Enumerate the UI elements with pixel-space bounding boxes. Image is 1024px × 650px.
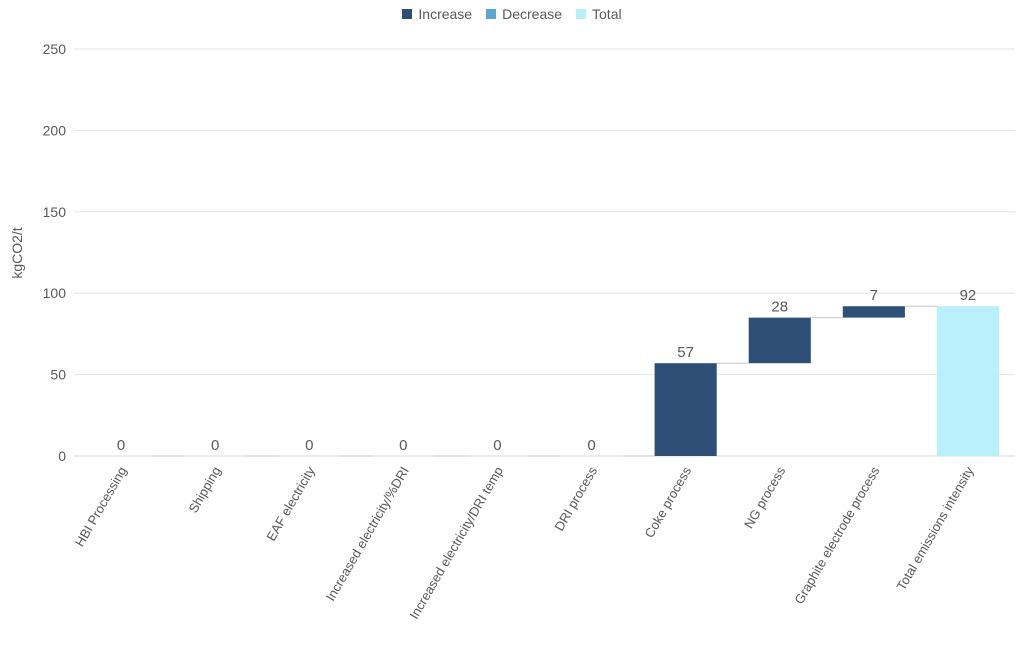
legend-label-increase: Increase [418,6,473,22]
y-tick-label: 150 [43,204,67,220]
x-tick-label: HBI Processing [72,464,130,549]
y-axis-label: kgCO2/t [9,227,25,278]
data-label: 0 [399,437,407,454]
data-label: 92 [960,287,977,304]
y-tick-label: 0 [58,448,66,464]
chart-legend: Increase Decrease Total [0,6,1024,22]
legend-item-total[interactable]: Total [576,6,622,22]
data-label: 0 [305,437,313,454]
x-tick-label: EAF electricity [263,464,318,544]
connector-lines [152,305,937,457]
x-tick-label: Increased electricity/DRI temp [406,464,506,622]
data-label: 0 [211,437,219,454]
data-label: 28 [771,299,788,316]
y-tick-label: 250 [43,41,67,57]
x-tick-label: Total emissions intensity [893,464,976,593]
legend-swatch-increase [402,9,413,19]
data-labels: 0 0 0 0 0 0 57 28 7 92 [117,287,976,454]
bar-increase[interactable] [654,363,717,456]
x-tick-label: NG process [741,464,789,531]
bar-total[interactable] [936,306,1000,456]
data-label: 7 [870,287,878,304]
y-tick-label: 200 [43,122,67,138]
legend-item-decrease[interactable]: Decrease [486,6,562,22]
bar-increase[interactable] [748,317,811,364]
x-tick-label: Increased electricity/%DRI [323,464,412,604]
y-tick-label: 100 [43,285,67,301]
data-label: 0 [587,437,595,454]
x-tick-label: Coke process [642,464,695,541]
data-label: 0 [493,437,501,454]
y-axis-ticks: 0 50 100 150 200 250 [43,41,67,464]
legend-swatch-total [576,9,587,19]
x-tick-label: DRI process [551,464,600,534]
legend-swatch-decrease [486,9,497,19]
x-tick-label: Shipping [185,464,223,515]
data-label: 57 [677,344,694,361]
bars [654,306,1000,456]
legend-label-decrease: Decrease [502,6,563,22]
data-label: 0 [117,437,125,454]
x-axis-ticks: HBI Processing Shipping EAF electricity Inc… [72,464,977,622]
legend-label-total: Total [592,6,622,22]
x-tick-label: Graphite electrode process [791,464,882,607]
legend-item-increase[interactable]: Increase [402,6,472,22]
bar-increase[interactable] [842,306,905,318]
y-tick-label: 50 [50,367,66,383]
gridlines [74,48,1015,457]
